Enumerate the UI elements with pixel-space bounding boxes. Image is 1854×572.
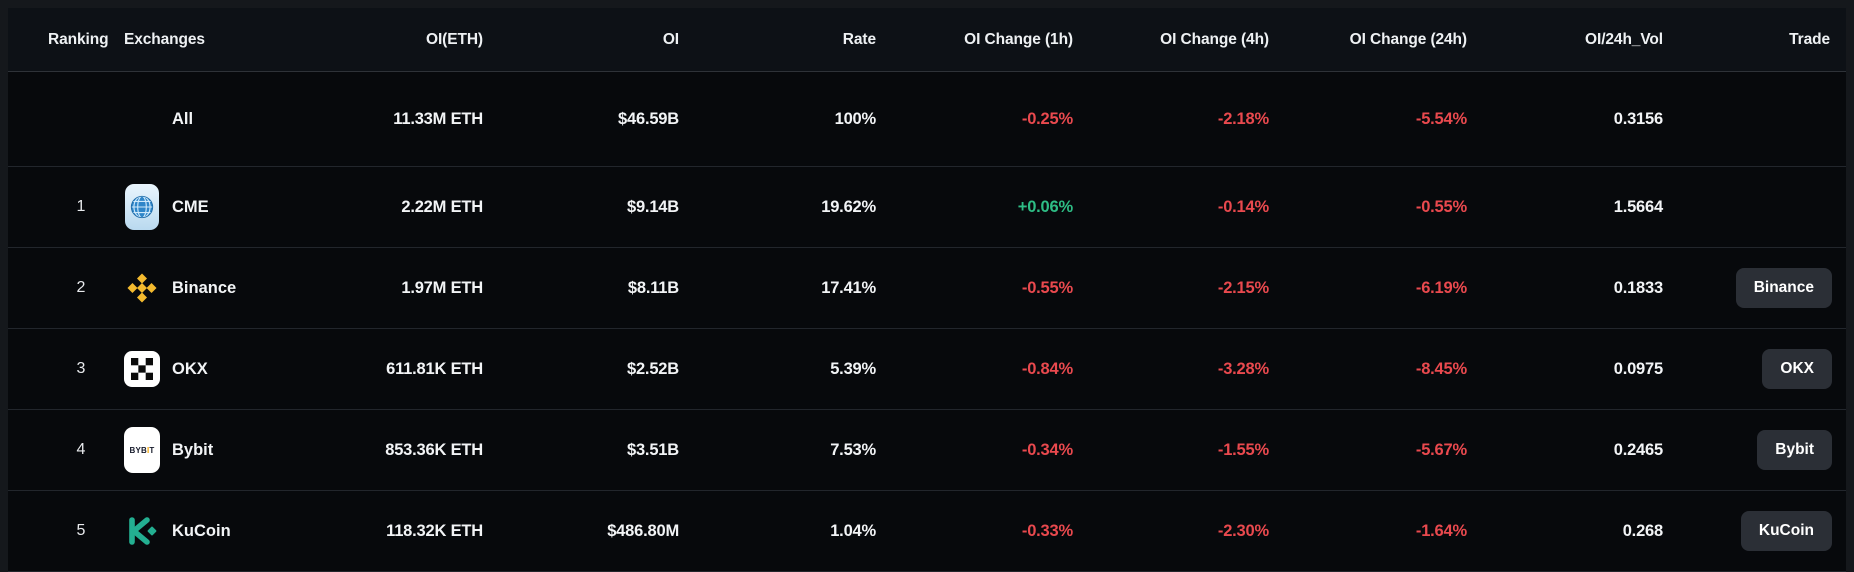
col-header-oi-change-24h[interactable]: OI Change (24h) bbox=[1349, 30, 1467, 48]
oi-change-24h-cell: -5.67% bbox=[1415, 440, 1467, 459]
oi-change-24h-cell: -1.64% bbox=[1415, 521, 1467, 540]
oi-usd-cell: $3.51B bbox=[626, 440, 679, 459]
col-header-rate[interactable]: Rate bbox=[842, 30, 876, 48]
col-header-oi-change-4h[interactable]: OI Change (4h) bbox=[1160, 30, 1269, 48]
rate-cell: 17.41% bbox=[821, 278, 876, 297]
oi-change-1h-cell: -0.84% bbox=[1021, 359, 1073, 378]
exchange-name: Binance bbox=[172, 278, 237, 297]
exchange-cell: CME bbox=[118, 183, 298, 231]
oi-change-1h-cell: +0.06% bbox=[1017, 197, 1073, 216]
rank-cell: 1 bbox=[76, 198, 86, 215]
table-row: 4 BYB I T Bybit 853.36K ETH $3.51B 7.53% -… bbox=[8, 410, 1846, 491]
table-row: 1 CME 2.22M ETH $9.14B 19.62% +0.06% -0.… bbox=[8, 167, 1846, 248]
exchange-cell: Binance bbox=[118, 264, 298, 312]
bybit-icon: BYB I T bbox=[124, 426, 160, 474]
oi-usd-cell: $46.59B bbox=[618, 109, 679, 128]
oi-eth-cell: 1.97M ETH bbox=[401, 278, 483, 297]
oi-usd-cell: $9.14B bbox=[626, 197, 679, 216]
trade-button[interactable]: Binance bbox=[1735, 268, 1832, 308]
table-row: 2 Binance 1.97M ETH $8.11B 17.41% -0.55%… bbox=[8, 248, 1846, 329]
table-row: All 11.33M ETH $46.59B 100% -0.25% -2.18… bbox=[8, 72, 1846, 167]
cme-icon bbox=[124, 183, 160, 231]
table-body: All 11.33M ETH $46.59B 100% -0.25% -2.18… bbox=[8, 72, 1846, 572]
rank-cell: 2 bbox=[76, 279, 86, 296]
oi-change-1h-cell: -0.33% bbox=[1021, 521, 1073, 540]
rank-cell: 3 bbox=[76, 360, 86, 377]
kucoin-icon bbox=[124, 507, 160, 555]
oi-change-4h-cell: -0.14% bbox=[1217, 197, 1269, 216]
oi-eth-cell: 853.36K ETH bbox=[385, 440, 483, 459]
col-header-oi[interactable]: OI bbox=[662, 30, 679, 48]
oi-usd-cell: $2.52B bbox=[626, 359, 679, 378]
oi-change-24h-cell: -5.54% bbox=[1415, 109, 1467, 128]
rate-cell: 1.04% bbox=[830, 521, 876, 540]
oi-change-24h-cell: -6.19% bbox=[1415, 278, 1467, 297]
oi-vol-ratio-cell: 0.2465 bbox=[1613, 440, 1663, 459]
trade-button[interactable]: OKX bbox=[1762, 349, 1832, 389]
oi-change-24h-cell: -8.45% bbox=[1415, 359, 1467, 378]
oi-vol-ratio-cell: 0.1833 bbox=[1613, 278, 1663, 297]
open-interest-page: Ranking Exchanges OI(ETH) OI Rate OI Cha… bbox=[0, 8, 1854, 572]
oi-change-4h-cell: -2.30% bbox=[1217, 521, 1269, 540]
oi-change-4h-cell: -1.55% bbox=[1217, 440, 1269, 459]
oi-vol-ratio-cell: 1.5664 bbox=[1613, 197, 1663, 216]
exchange-cell: KuCoin bbox=[118, 507, 298, 555]
exchange-icon bbox=[124, 95, 160, 143]
okx-icon bbox=[124, 345, 160, 393]
exchange-cell: All bbox=[118, 95, 298, 143]
rate-cell: 100% bbox=[834, 109, 877, 128]
exchange-cell: BYB I T Bybit bbox=[118, 426, 298, 474]
trade-button[interactable]: KuCoin bbox=[1740, 511, 1832, 551]
table-row: 3 OKX 611.81K ETH $2.52B 5.39% -0.84% -3… bbox=[8, 329, 1846, 410]
oi-change-24h-cell: -0.55% bbox=[1415, 197, 1467, 216]
open-interest-table: Ranking Exchanges OI(ETH) OI Rate OI Cha… bbox=[8, 8, 1846, 572]
col-header-oi-24h-vol[interactable]: OI/24h_Vol bbox=[1585, 30, 1663, 48]
oi-vol-ratio-cell: 0.3156 bbox=[1613, 109, 1663, 128]
oi-eth-cell: 118.32K ETH bbox=[386, 521, 483, 540]
exchange-cell: OKX bbox=[118, 345, 298, 393]
rank-cell: 5 bbox=[76, 522, 86, 539]
oi-vol-ratio-cell: 0.268 bbox=[1622, 521, 1663, 540]
binance-icon bbox=[124, 264, 160, 312]
oi-change-4h-cell: -2.15% bbox=[1217, 278, 1269, 297]
exchange-name: OKX bbox=[172, 359, 208, 378]
rate-cell: 5.39% bbox=[830, 359, 876, 378]
exchange-name: KuCoin bbox=[172, 521, 231, 540]
trade-cell: KuCoin bbox=[1663, 511, 1846, 551]
exchange-name: Bybit bbox=[172, 440, 214, 459]
oi-change-1h-cell: -0.55% bbox=[1021, 278, 1073, 297]
oi-usd-cell: $8.11B bbox=[627, 278, 679, 297]
exchange-name: CME bbox=[172, 197, 209, 216]
oi-vol-ratio-cell: 0.0975 bbox=[1613, 359, 1663, 378]
trade-button[interactable]: Bybit bbox=[1757, 430, 1832, 470]
rate-cell: 19.62% bbox=[821, 197, 876, 216]
exchange-name: All bbox=[172, 109, 194, 128]
oi-change-4h-cell: -3.28% bbox=[1217, 359, 1269, 378]
col-header-trade: Trade bbox=[1789, 30, 1830, 48]
trade-cell: Bybit bbox=[1663, 430, 1846, 470]
col-header-ranking[interactable]: Ranking bbox=[48, 30, 109, 48]
table-row: 5 KuCoin 118.32K ETH $486.80M 1.04% -0.3… bbox=[8, 491, 1846, 572]
col-header-oi-eth[interactable]: OI(ETH) bbox=[426, 30, 483, 48]
oi-eth-cell: 11.33M ETH bbox=[393, 109, 483, 128]
oi-change-1h-cell: -0.25% bbox=[1021, 109, 1073, 128]
trade-cell: OKX bbox=[1663, 349, 1846, 389]
table-header: Ranking Exchanges OI(ETH) OI Rate OI Cha… bbox=[8, 8, 1846, 72]
oi-eth-cell: 2.22M ETH bbox=[401, 197, 483, 216]
rank-cell: 4 bbox=[76, 441, 86, 458]
trade-cell: Binance bbox=[1663, 268, 1846, 308]
rate-cell: 7.53% bbox=[830, 440, 876, 459]
col-header-oi-change-1h[interactable]: OI Change (1h) bbox=[964, 30, 1073, 48]
oi-eth-cell: 611.81K ETH bbox=[386, 359, 483, 378]
oi-usd-cell: $486.80M bbox=[607, 521, 679, 540]
col-header-exchanges[interactable]: Exchanges bbox=[124, 30, 205, 48]
oi-change-1h-cell: -0.34% bbox=[1021, 440, 1073, 459]
oi-change-4h-cell: -2.18% bbox=[1217, 109, 1269, 128]
